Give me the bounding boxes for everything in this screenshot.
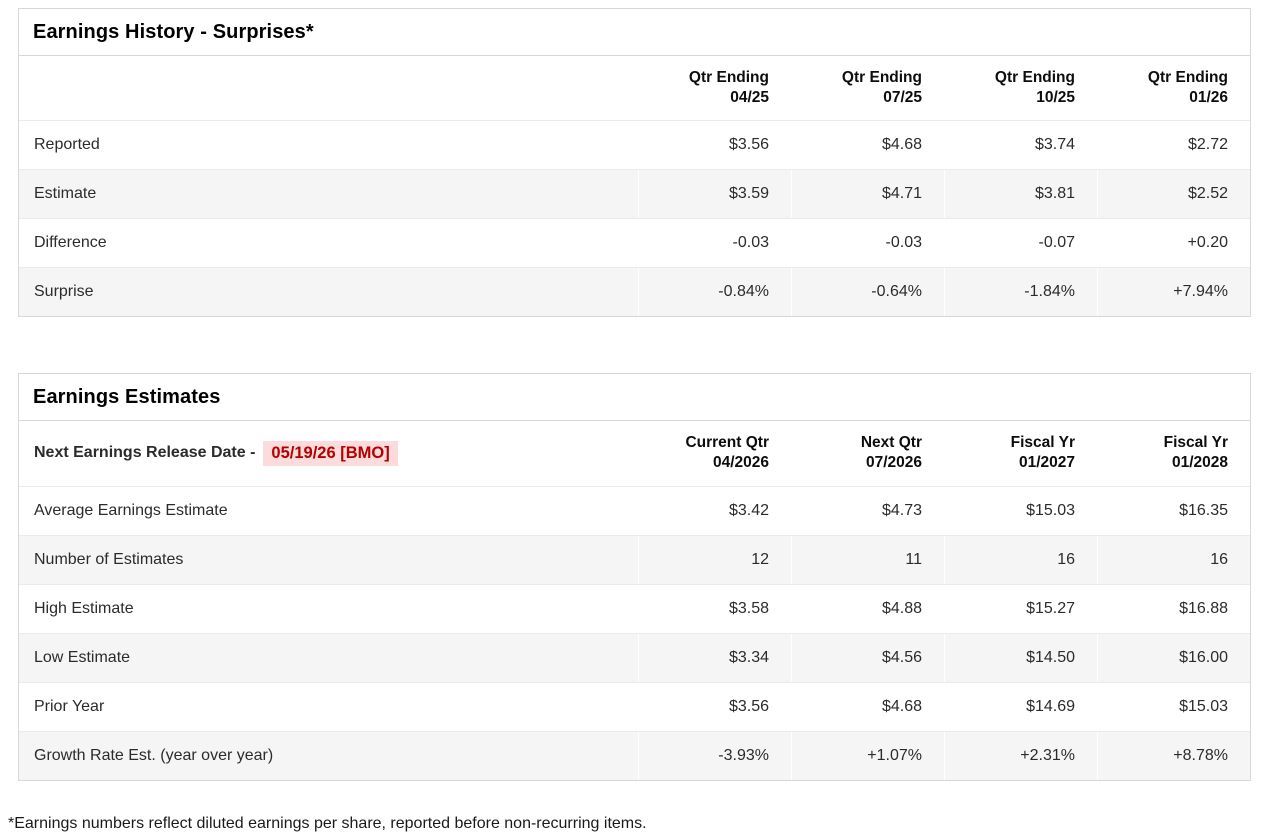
cell-value: $4.88 <box>881 599 922 617</box>
cell-value: $14.69 <box>1026 697 1075 715</box>
row-label: Low Estimate <box>19 633 638 682</box>
cell-value: $4.68 <box>881 136 922 154</box>
surprises-header-row: Qtr Ending 04/25 Qtr Ending 07/25 Qtr Endi… <box>19 56 1250 120</box>
table-row-reported: Reported $3.56 $4.68 $3.74 $2.72 <box>19 120 1250 169</box>
cell-value: +7.94% <box>1098 268 1250 317</box>
row-label: Surprise <box>19 268 638 317</box>
cell-value: $3.74 <box>1034 136 1075 154</box>
column-header: Fiscal Yr 01/2028 <box>1163 434 1228 472</box>
table-row-surprise: Surprise -0.84% -0.64% -1.84% +7.94% <box>19 267 1250 317</box>
release-date-highlight: 05/19/26 [BMO] <box>263 440 398 466</box>
earnings-estimates-title: Earnings Estimates <box>19 374 1250 422</box>
cell-value: $4.68 <box>881 697 922 715</box>
table-row-number-of-estimates: Number of Estimates 12 11 16 16 <box>19 534 1250 584</box>
release-date-label: Next Earnings Release Date - <box>34 444 256 462</box>
earnings-history-surprises-panel: Earnings History - Surprises* Qtr Ending… <box>18 8 1251 318</box>
earnings-estimates-panel: Earnings Estimates Next Earnings Release… <box>18 373 1251 781</box>
cell-value: $2.72 <box>1187 136 1228 154</box>
row-label: Estimate <box>19 170 638 219</box>
cell-value: 16 <box>1098 535 1250 584</box>
cell-value: 16 <box>945 535 1097 584</box>
row-label: Reported <box>34 136 100 154</box>
table-row-difference: Difference -0.03 -0.03 -0.07 +0.20 <box>19 218 1250 267</box>
cell-value: +0.20 <box>1187 234 1228 252</box>
row-label: High Estimate <box>34 599 134 617</box>
row-label: Number of Estimates <box>19 535 638 584</box>
cell-value: +1.07% <box>792 731 944 780</box>
column-header: Next Qtr 07/2026 <box>860 434 922 472</box>
cell-value: $3.42 <box>728 501 769 519</box>
next-earnings-release-date: Next Earnings Release Date - 05/19/26 [B… <box>19 429 638 478</box>
cell-value: -0.07 <box>1038 234 1075 252</box>
cell-value: $16.35 <box>1179 501 1228 519</box>
column-header: Current Qtr 04/2026 <box>685 434 769 472</box>
table-row-average-earnings-estimate: Average Earnings Estimate $3.42 $4.73 $1… <box>19 485 1250 535</box>
cell-value: -0.84% <box>639 268 791 317</box>
cell-value: -0.03 <box>732 234 769 252</box>
table-row-prior-year: Prior Year $3.56 $4.68 $14.69 $15.03 <box>19 681 1250 731</box>
earnings-footnote: *Earnings numbers reflect diluted earnin… <box>8 814 647 832</box>
column-header: Qtr Ending 07/25 <box>841 69 922 107</box>
cell-value: $16.88 <box>1179 599 1228 617</box>
cell-value: $14.50 <box>945 633 1097 682</box>
column-header: Qtr Ending 01/26 <box>1147 69 1228 107</box>
cell-value: $3.56 <box>728 136 769 154</box>
cell-value: -0.64% <box>792 268 944 317</box>
cell-value: +2.31% <box>945 731 1097 780</box>
cell-value: $3.56 <box>728 697 769 715</box>
row-label: Average Earnings Estimate <box>34 501 228 519</box>
cell-value: $15.03 <box>1026 501 1075 519</box>
cell-value: $3.81 <box>945 170 1097 219</box>
cell-value: $3.34 <box>639 633 791 682</box>
row-label: Difference <box>34 234 107 252</box>
cell-value: $15.03 <box>1179 697 1228 715</box>
estimates-table: Next Earnings Release Date - 05/19/26 [B… <box>19 421 1250 780</box>
cell-value: 11 <box>792 535 944 584</box>
surprises-table: Qtr Ending 04/25 Qtr Ending 07/25 Qtr Endi… <box>19 56 1250 317</box>
earnings-history-title: Earnings History - Surprises* <box>19 9 1250 56</box>
cell-value: $4.71 <box>792 170 944 219</box>
cell-value: $3.59 <box>639 170 791 219</box>
table-row-growth-rate-est: Growth Rate Est. (year over year) -3.93%… <box>19 730 1250 780</box>
row-label: Prior Year <box>34 697 105 715</box>
cell-value: +8.78% <box>1098 731 1250 780</box>
row-label: Growth Rate Est. (year over year) <box>19 731 638 780</box>
table-row-low-estimate: Low Estimate $3.34 $4.56 $14.50 $16.00 <box>19 632 1250 682</box>
column-header: Qtr Ending 04/25 <box>688 69 769 107</box>
estimates-header-row: Next Earnings Release Date - 05/19/26 [B… <box>19 421 1250 485</box>
cell-value: $2.52 <box>1098 170 1250 219</box>
cell-value: 12 <box>639 535 791 584</box>
cell-value: $15.27 <box>1026 599 1075 617</box>
cell-value: $4.73 <box>881 501 922 519</box>
table-row-estimate: Estimate $3.59 $4.71 $3.81 $2.52 <box>19 169 1250 219</box>
cell-value: -3.93% <box>639 731 791 780</box>
cell-value: $3.58 <box>728 599 769 617</box>
cell-value: $16.00 <box>1098 633 1250 682</box>
table-row-high-estimate: High Estimate $3.58 $4.88 $15.27 $16.88 <box>19 583 1250 633</box>
cell-value: -0.03 <box>885 234 922 252</box>
header-spacer <box>19 64 638 112</box>
cell-value: $4.56 <box>792 633 944 682</box>
column-header: Fiscal Yr 01/2027 <box>1010 434 1075 472</box>
cell-value: -1.84% <box>945 268 1097 317</box>
column-header: Qtr Ending 10/25 <box>994 69 1075 107</box>
